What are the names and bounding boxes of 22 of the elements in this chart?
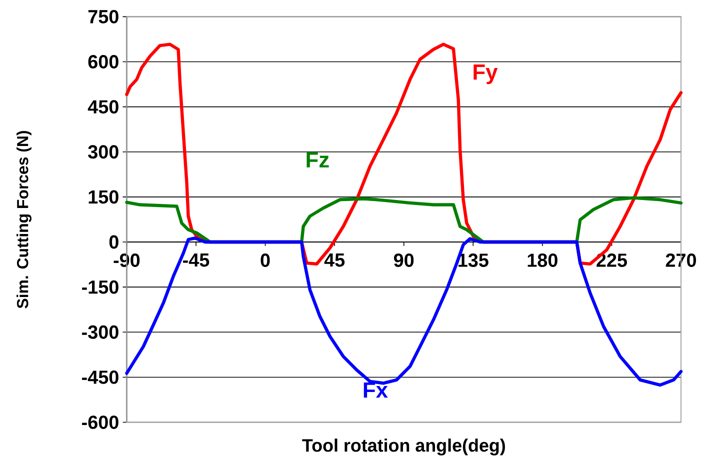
y-tick-label: 300 (88, 145, 118, 159)
y-tick-label: -450 (82, 370, 118, 384)
y-tick-label: 0 (109, 235, 118, 249)
series-label: Fx (364, 382, 388, 398)
x-axis-title: Tool rotation angle(deg) (302, 438, 505, 456)
x-tick-label: 135 (458, 254, 488, 267)
x-tick-label: 90 (394, 254, 414, 267)
y-tick-label: 150 (88, 190, 118, 204)
series-label: Fy (474, 64, 498, 84)
x-tick-label: 45 (324, 254, 345, 267)
y-tick-label: -600 (82, 416, 118, 429)
y-axis-title: Sim. Cutting Forces (N) (16, 130, 32, 308)
x-tick-label: 180 (528, 254, 558, 267)
series-label: Fz (306, 152, 329, 168)
y-tick-label: -300 (82, 325, 118, 339)
x-tick-label: -45 (183, 254, 210, 267)
y-tick-label: 600 (88, 55, 118, 68)
x-tick-label: 0 (260, 254, 270, 267)
y-tick-label: 450 (88, 100, 118, 114)
y-tick-label: 750 (88, 10, 118, 24)
x-tick-label: -90 (114, 254, 140, 267)
y-tick-label: -150 (82, 280, 118, 294)
